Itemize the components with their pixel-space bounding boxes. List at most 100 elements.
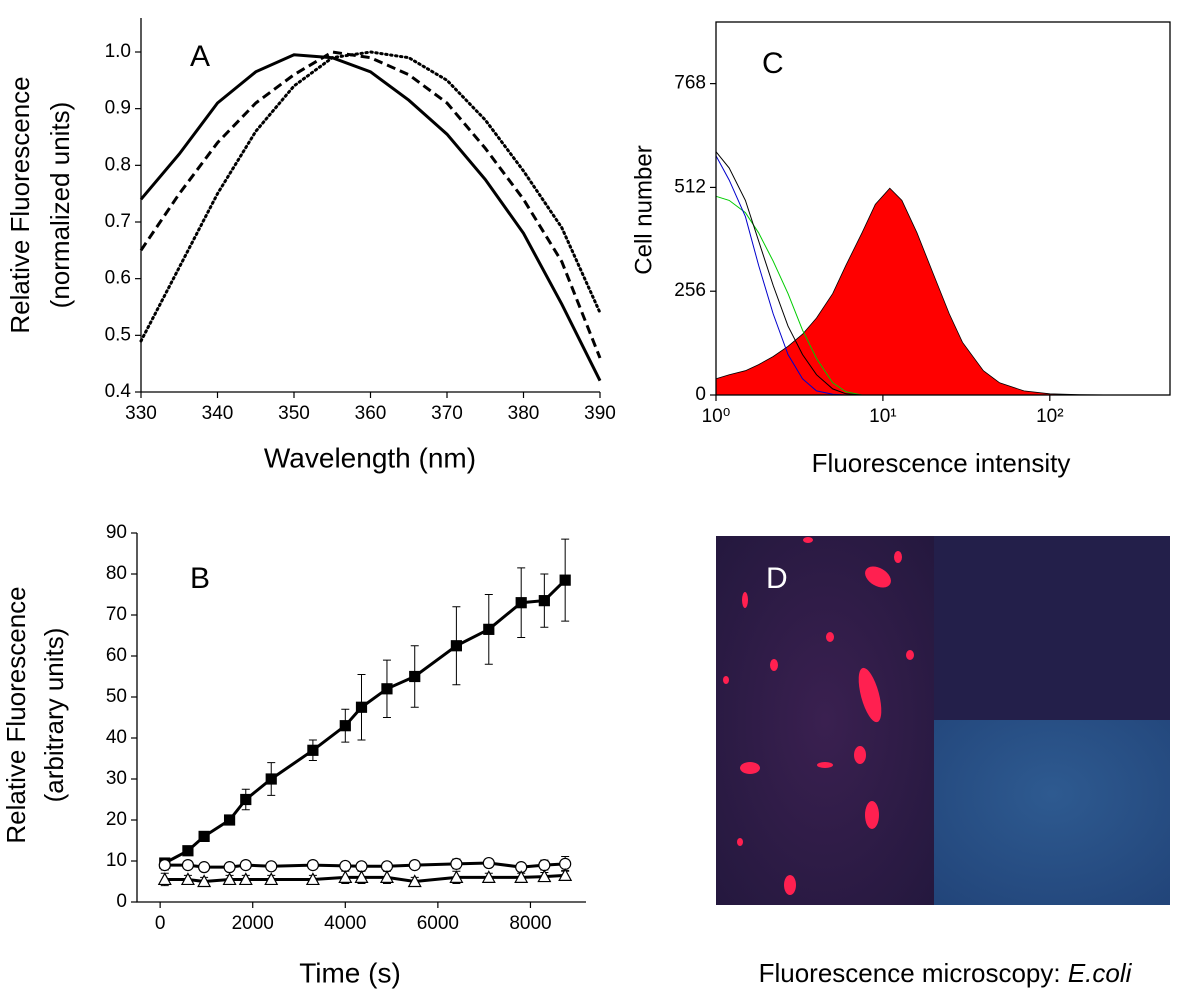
x-tick-label: 390 <box>584 403 616 424</box>
marker <box>559 857 572 870</box>
y-tick-label: 20 <box>106 809 127 830</box>
x-axis-label: Wavelength (nm) <box>264 442 476 473</box>
marker <box>240 793 252 806</box>
marker <box>238 872 253 886</box>
line <box>164 873 566 884</box>
marker <box>379 870 394 883</box>
panel-label: C <box>762 47 784 80</box>
y-tick-label: 256 <box>674 280 706 301</box>
y-tick-label: 1.0 <box>105 41 131 62</box>
marker <box>481 870 496 883</box>
marker <box>158 858 171 872</box>
y-tick-label: 0.8 <box>105 154 131 175</box>
line <box>139 53 602 382</box>
x-tick-label: 4000 <box>324 913 366 934</box>
y-axis-label: Relative Fluorescence <box>5 76 35 333</box>
axes <box>140 18 600 393</box>
x-tick-label: 370 <box>431 403 463 424</box>
marker <box>182 845 194 857</box>
marker <box>408 858 421 872</box>
y-tick-label: 0.6 <box>105 268 131 289</box>
marker <box>223 814 236 826</box>
y-tick-label: 0.5 <box>105 324 131 345</box>
marker <box>558 868 573 881</box>
x-axis-label: Fluorescence intensity <box>812 448 1071 478</box>
x-tick-label: 340 <box>202 403 234 424</box>
image-top-right <box>934 536 1170 720</box>
y-tick-label: 40 <box>106 727 127 748</box>
line <box>139 50 602 359</box>
caption-italic: E.coli <box>1068 958 1133 988</box>
panel: 0 10 20 30 40 50 60 70 80 90 0 2000 4000 6000 8000 B Tim… <box>1 522 586 988</box>
y-axis-label: Relative Fluorescence <box>1 586 31 843</box>
line <box>139 50 602 343</box>
x-tick-label: 10¹ <box>869 406 896 427</box>
line <box>164 861 566 869</box>
marker <box>265 860 278 873</box>
x-tick-label: 350 <box>278 403 310 424</box>
marker <box>157 872 172 886</box>
marker <box>339 859 352 873</box>
marker <box>515 597 527 609</box>
area <box>715 187 1167 396</box>
x-tick-label: 8000 <box>509 913 551 934</box>
marker <box>449 870 464 883</box>
plot-frame <box>715 21 1171 396</box>
cells <box>723 537 914 895</box>
x-tick-label: 380 <box>508 403 540 424</box>
marker <box>338 870 353 883</box>
line <box>164 579 567 865</box>
y-tick-label: 80 <box>106 563 127 584</box>
caption-text: Fluorescence microscopy: <box>759 958 1068 988</box>
y-tick-label: 0.7 <box>105 211 131 232</box>
marker <box>450 857 463 870</box>
y-tick-label: 30 <box>106 768 127 789</box>
marker <box>264 872 279 886</box>
image-bottom-right <box>934 720 1170 905</box>
y-tick-label: 0 <box>116 891 127 912</box>
image-caption: Fluorescence microscopy: E.coli <box>759 958 1133 988</box>
x-tick-label: 330 <box>125 403 157 424</box>
marker <box>538 595 550 607</box>
y-axis-label: Cell number <box>630 145 657 274</box>
y-tick-label: 768 <box>674 73 706 94</box>
marker <box>482 856 495 870</box>
marker <box>305 872 320 886</box>
x-axis-label: Time (s) <box>299 957 401 988</box>
marker <box>198 861 211 874</box>
marker <box>354 870 369 883</box>
marker <box>222 872 237 886</box>
y-tick-label: 512 <box>674 176 706 197</box>
microscopy-image <box>716 536 1170 905</box>
marker <box>265 773 277 785</box>
marker <box>181 858 195 872</box>
marker <box>514 870 529 883</box>
marker <box>559 574 571 586</box>
marker <box>239 858 252 872</box>
panel-label: A <box>190 40 210 73</box>
y-tick-label: 0.4 <box>105 381 132 402</box>
x-tick-label: 2000 <box>232 913 274 934</box>
x-tick-label: 10⁰ <box>702 406 731 427</box>
marker <box>355 701 368 713</box>
marker <box>381 683 393 695</box>
x-tick-label: 0 <box>155 913 166 934</box>
image-left <box>716 536 934 905</box>
marker <box>339 720 351 732</box>
marker <box>450 640 462 652</box>
y-tick-label: 70 <box>106 604 127 625</box>
marker <box>483 623 495 635</box>
y-tick-label: 0.9 <box>105 98 131 119</box>
y-tick-label: 60 <box>106 645 127 666</box>
marker <box>409 670 421 683</box>
marker <box>407 874 422 888</box>
x-tick-label: 360 <box>355 403 387 424</box>
marker <box>307 744 319 756</box>
y-axis-label: (arbitrary units) <box>39 628 69 803</box>
marker <box>180 872 195 886</box>
y-tick-label: 10 <box>106 850 127 871</box>
marker <box>538 858 551 872</box>
marker <box>198 830 210 843</box>
y-tick-label: 0 <box>695 384 706 405</box>
panel: 0.4 0.5 0.6 0.7 0.8 0.9 1.0 330 340 350 360 370 380 3… <box>5 18 616 473</box>
